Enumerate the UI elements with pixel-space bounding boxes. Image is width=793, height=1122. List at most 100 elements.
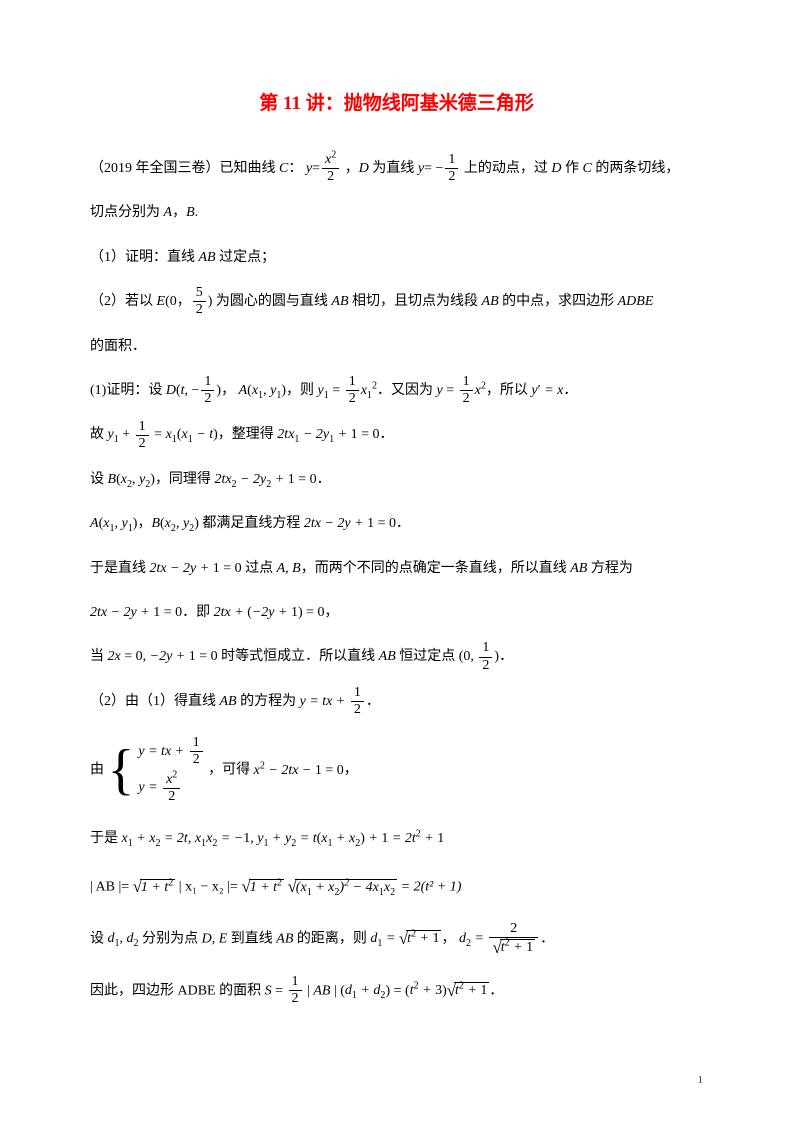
m: x1 <box>361 383 372 398</box>
proof-line-5: 于是直线 2tx − 2y + 1 = 0 过点 A, B，而两个不同的点确定一… <box>90 551 703 587</box>
m: AB <box>331 294 348 309</box>
m: y2 <box>139 472 150 487</box>
m: 1 <box>479 640 492 657</box>
t: （2）若以 <box>90 294 157 309</box>
m: AB <box>220 694 237 709</box>
equation-system: { y = tx + 12 y = x22 <box>108 734 205 807</box>
t: 于是直线 <box>90 561 150 576</box>
m: A <box>164 205 173 220</box>
m: 2 <box>489 921 538 938</box>
m: , <box>115 516 122 531</box>
t: . <box>195 205 199 220</box>
m: 2 <box>322 169 339 185</box>
t: （1）证明：直线 <box>90 250 199 265</box>
m: 2tx + (−2y + 1) = 0 <box>214 605 325 620</box>
m: | ( <box>330 983 344 998</box>
fraction: 12 <box>190 735 203 768</box>
m: + <box>119 427 134 442</box>
m: d1, d2 <box>108 931 139 946</box>
m: , <box>132 472 139 487</box>
m: S <box>265 983 272 998</box>
t: 设 <box>90 931 108 946</box>
brace-icon: { <box>108 742 135 798</box>
m: ( <box>160 516 165 531</box>
m: 2 <box>163 789 180 805</box>
m: 2 <box>351 702 364 718</box>
t: 故 <box>90 427 108 442</box>
m: , − <box>185 383 200 398</box>
t: 当 <box>90 649 108 664</box>
m: 2 <box>445 169 458 185</box>
m: D <box>551 161 561 176</box>
m: 2 <box>479 658 492 674</box>
t: 的中点，求四边形 <box>499 294 618 309</box>
proof-line-2: 故 y1 + 12 = x1(x1 − t)，整理得 2tx1 − 2y1 + … <box>90 417 703 453</box>
t: 都满足直线方程 <box>199 516 304 531</box>
m: 2 <box>136 436 149 452</box>
m: 2 <box>201 391 214 407</box>
t: 时等式恒成立．所以直线 <box>218 649 379 664</box>
m: (0, <box>459 649 478 664</box>
m: D, E <box>202 931 228 946</box>
sqrt: √t2 + 1 <box>447 969 490 1013</box>
t: 切点分别为 <box>90 205 164 220</box>
m: x1 + x2 = 2t, x1x2 = −1, y1 + y2 = t(x1 … <box>122 831 445 846</box>
m: d2 = <box>459 931 488 946</box>
t: （2019 年全国三卷）已知曲线 <box>90 161 279 176</box>
t: ) 为圆心的圆与直线 <box>208 294 332 309</box>
t: 作 <box>562 161 583 176</box>
t: 相切，且切点为线段 <box>349 294 482 309</box>
t: ． <box>366 694 380 709</box>
m: 2 <box>190 752 203 768</box>
t: ．即 <box>182 605 214 620</box>
sum-line: 于是 x1 + x2 = 2t, x1x2 = −1, y1 + y2 = t(… <box>90 821 703 857</box>
t: ， <box>172 205 186 220</box>
m: = − <box>424 161 443 176</box>
m: 1 <box>136 419 149 436</box>
m: y1 <box>318 383 329 398</box>
t: ， <box>344 763 358 778</box>
t: 过定点； <box>216 250 276 265</box>
m: ) = ( <box>385 983 409 998</box>
proof-line-1: (1)证明：设 D(t, −12)， A(x1, y1)，则 y1 = 12x1… <box>90 373 703 409</box>
m: = <box>329 383 344 398</box>
m: A, B <box>277 561 301 576</box>
t: ，则 <box>286 383 318 398</box>
title-text: 第 11 讲：抛物线阿基米德三角形 <box>259 93 533 114</box>
t: ，所以 <box>486 383 532 398</box>
t: ， <box>137 516 151 531</box>
t: 分别为点 <box>139 931 202 946</box>
m: | AB |= <box>90 880 133 895</box>
m: 1 <box>289 974 302 991</box>
proof-line-4: A(x1, y1)，B(x2, y2) 都满足直线方程 2tx − 2y + 1… <box>90 506 703 542</box>
fraction: 12 <box>136 419 149 452</box>
question-1: （1）证明：直线 AB 过定点； <box>90 240 703 276</box>
distance-line: 设 d1, d2 分别为点 D, E 到直线 AB 的距离，则 d1 = √t2… <box>90 917 703 961</box>
m: y2 <box>183 516 194 531</box>
m: A <box>90 516 99 531</box>
proof-line-6: 2tx − 2y + 1 = 0．即 2tx + (−2y + 1) = 0， <box>90 595 703 631</box>
fraction: 12 <box>460 374 473 407</box>
part2-line-1: （2）由（1）得直线 AB 的方程为 y = tx + 12． <box>90 684 703 720</box>
m: d1 + d2 <box>345 983 386 998</box>
m: | x₁ − x₂ |= <box>179 880 242 895</box>
m: x1 <box>252 383 263 398</box>
m: 2 <box>460 391 473 407</box>
sqrt: √t2 + 1 <box>399 917 442 961</box>
t: 的面积． <box>90 339 146 354</box>
fraction: x22 <box>322 152 339 185</box>
m: AB <box>570 561 587 576</box>
m: 1 <box>445 152 458 169</box>
page-title: 第 11 讲：抛物线阿基米德三角形 <box>90 88 703 115</box>
m: 1 <box>346 374 359 391</box>
m: t2 + 3 <box>410 983 442 998</box>
t: 为直线 <box>369 161 418 176</box>
sqrt: √1 + t2 <box>241 865 284 909</box>
m: E <box>157 294 166 309</box>
t: ． <box>396 516 410 531</box>
m: AB <box>482 294 499 309</box>
t: (0， <box>165 294 191 309</box>
m: D <box>359 161 369 176</box>
m: AB <box>379 649 396 664</box>
t: ，整理得 <box>218 427 278 442</box>
